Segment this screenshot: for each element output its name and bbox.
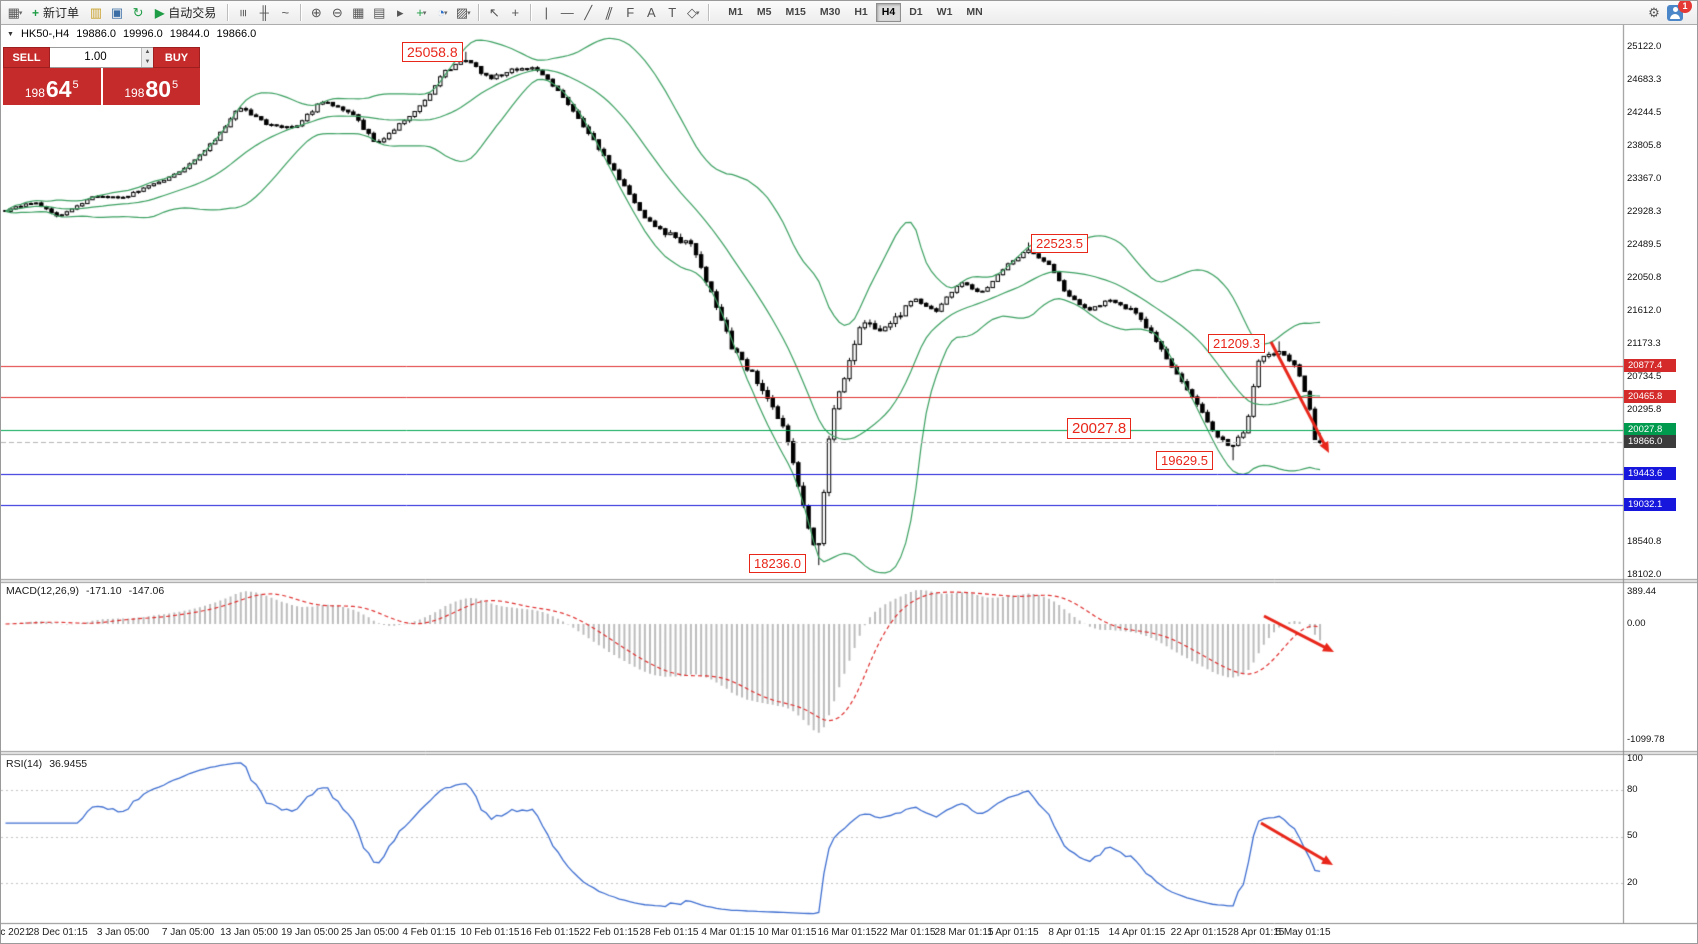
one-click-trading-panel: SELL 1.00 ▲ ▼ BUY 198 64 5 198 80 5 [3,47,200,105]
timeframe-h4[interactable]: H4 [875,3,902,22]
buy-price[interactable]: 198 80 5 [102,68,200,105]
chevron-down-icon: ▾ [18,9,23,17]
price-annotation[interactable]: 19629.5 [1156,451,1213,470]
symbol-period-label: HK50-,H4 [20,28,70,40]
sell-price-big: 64 [45,76,72,102]
sell-price[interactable]: 198 64 5 [3,68,101,105]
price-annotation[interactable]: 25058.8 [402,42,463,62]
fibonacci-icon[interactable]: F [626,4,635,20]
shapes-icon[interactable]: ◇▾ [687,4,700,20]
chevron-down-icon: ▾ [443,9,448,17]
chart-shift-icon[interactable]: ▤ [373,4,386,20]
trade-panel-toggle-icon[interactable]: ▼ [7,30,14,38]
volume-stepper[interactable]: 1.00 ▲ ▼ [50,47,153,68]
channel-icon[interactable]: ∥ [603,4,616,20]
period-selector-icon[interactable]: ◔▾ [437,4,448,20]
horizontal-line-icon[interactable]: — [560,4,574,20]
price-axis[interactable] [1623,25,1697,923]
timeframe-mn[interactable]: MN [966,6,983,18]
high-value: 19996.0 [123,28,163,40]
community-icon[interactable]: 1 [1665,1,1692,23]
label-icon[interactable]: T [668,4,677,20]
price-annotation[interactable]: 18236.0 [749,554,806,573]
notification-badge: 1 [1678,1,1692,13]
buy-price-frac: 5 [172,79,179,91]
new-order-button-label: 新订单 [43,6,80,20]
line-chart-icon[interactable]: ~ [281,4,290,20]
rsi-name: RSI(14) [6,758,43,770]
price-annotation[interactable]: 22523.5 [1031,234,1088,253]
tile-windows-icon[interactable]: ▦ [352,4,365,20]
new-chart-icon[interactable]: ▦▾ [7,4,23,20]
template-icon[interactable]: ▨▾ [455,4,471,20]
price-annotation[interactable]: 21209.3 [1208,334,1265,353]
zoom-out-icon[interactable]: ⊖ [331,4,343,20]
macd-signal-value: -147.06 [128,585,165,597]
play-icon: ▶ [155,5,165,20]
rsi-value: 36.9455 [49,758,88,770]
timeframe-w1[interactable]: W1 [936,6,953,18]
bar-chart-icon[interactable]: ≡ [236,8,252,17]
refresh-icon[interactable]: ↻ [132,4,144,20]
toolbar-separator [300,4,302,21]
algo-trading-button[interactable]: ▶ 自动交易 [149,3,222,23]
settings-icon[interactable]: ⚙ [1648,4,1660,20]
auto-scroll-icon[interactable]: ▸ [397,4,404,20]
chart-canvas[interactable] [1,25,1697,943]
toolbar: ▦▾ + 新订单 ▥ ▣ ↻ ▶ 自动交易 ≡ ╫ ~ ⊕ ⊖ ▦ ▤ ▸ +▾ ◔▾ ▨▾ ↖ + | — ╱ ∥ F A T ◇▾ M… [1,1,1697,25]
low-value: 19844.0 [169,28,210,40]
timeframe-m15[interactable]: M15 [785,6,806,18]
vertical-line-icon[interactable]: | [544,4,548,20]
trendline-icon[interactable]: ╱ [584,4,593,20]
volume-down-icon[interactable]: ▼ [142,57,153,67]
price-annotation[interactable]: 20027.8 [1067,418,1132,439]
cursor-icon[interactable]: ↖ [488,4,500,20]
chart-ohlc-info: ▼ HK50-,H4 19886.0 19996.0 19844.0 19866… [7,28,256,40]
chevron-down-icon: ▾ [422,9,427,17]
time-axis[interactable] [1,923,1697,943]
timeframe-m30[interactable]: M30 [819,6,841,18]
crosshair-icon[interactable]: + [511,4,520,20]
buy-button[interactable]: BUY [153,47,200,68]
macd-indicator-label: MACD(12,26,9) -171.10 -147.06 [6,585,164,597]
new-order-icon: + [32,5,40,20]
timeframe-m1[interactable]: M1 [728,6,743,18]
volume-value[interactable]: 1.00 [84,51,107,63]
volume-up-icon[interactable]: ▲ [142,48,153,58]
sell-button[interactable]: SELL [3,47,50,68]
sell-price-prefix: 198 [24,86,45,100]
buy-price-big: 80 [145,76,171,102]
chevron-down-icon: ▾ [467,9,471,17]
timeframe-switcher: M1 M5 M15 M30 H1 H4 D1 W1 MN [722,3,988,22]
buy-price-prefix: 198 [124,86,145,100]
chevron-down-icon: ▾ [696,9,700,17]
timeframe-h1[interactable]: H1 [854,6,868,18]
zoom-in-icon[interactable]: ⊕ [310,4,322,20]
navigator-icon[interactable]: ▣ [110,4,124,20]
new-order-button[interactable]: + 新订单 [26,3,85,23]
toolbar-separator [530,4,532,21]
text-icon[interactable]: A [646,4,656,20]
volume-spinner: ▲ ▼ [141,48,153,67]
toolbar-separator [478,4,480,21]
macd-name: MACD(12,26,9) [6,585,79,597]
macd-main-value: -171.10 [85,585,122,597]
algo-trading-button-label: 自动交易 [168,6,217,20]
toolbar-separator [708,4,710,21]
market-watch-icon[interactable]: ▥ [89,4,103,20]
open-value: 19886.0 [76,28,116,40]
sell-price-frac: 5 [72,79,79,91]
timeframe-d1[interactable]: D1 [909,6,923,18]
candlestick-chart-icon[interactable]: ╫ [259,4,269,20]
timeframe-m5[interactable]: M5 [756,6,772,18]
toolbar-separator [227,4,229,21]
add-indicator-icon[interactable]: +▾ [416,4,427,20]
close-value: 19866.0 [216,28,257,40]
rsi-indicator-label: RSI(14) 36.9455 [6,758,87,770]
